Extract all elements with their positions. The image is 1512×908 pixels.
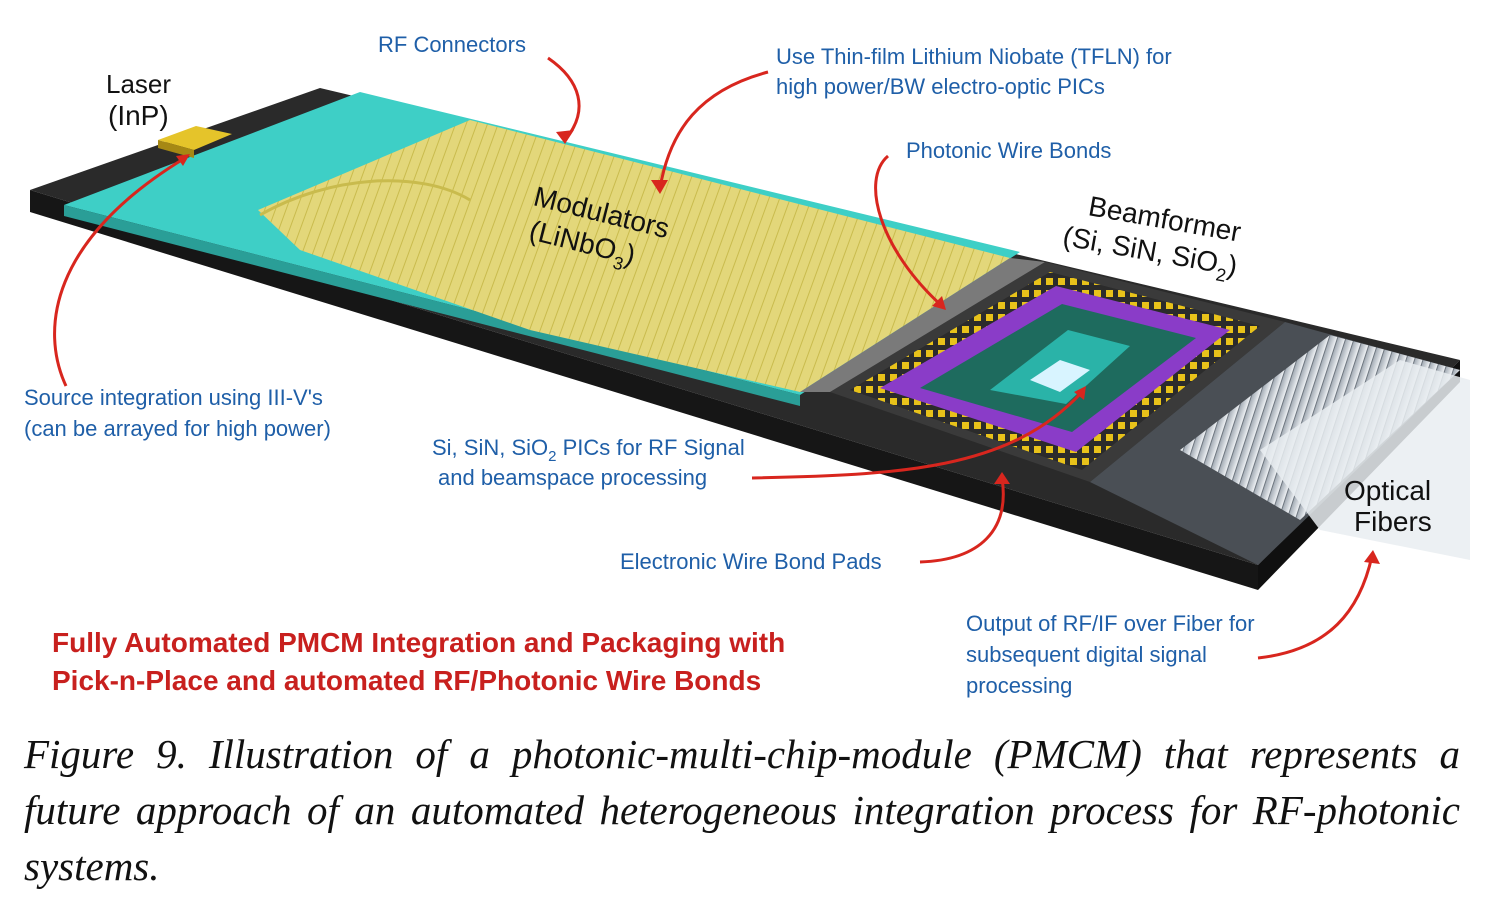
arrow-pics bbox=[751, 390, 1084, 480]
source-label-line2: (can be arrayed for high power) bbox=[24, 416, 331, 441]
arrow-rf-connectors-head bbox=[556, 130, 574, 144]
laser-material-text: InP bbox=[117, 100, 159, 131]
arrow-pads-head bbox=[994, 472, 1010, 484]
pics-label-line1: Si, SiN, SiO2 PICs for RF Signal bbox=[432, 435, 745, 465]
arrow-source-head bbox=[176, 154, 190, 166]
laser-material-label: (InP) bbox=[108, 100, 169, 131]
banner-line2: Pick-n-Place and automated RF/Photonic W… bbox=[52, 665, 761, 696]
tfln-label-line1: Use Thin-film Lithium Niobate (TFLN) for bbox=[776, 44, 1172, 69]
modulators-material-sub: 3 bbox=[611, 252, 626, 274]
output-label-line1: Output of RF/IF over Fiber for bbox=[966, 611, 1255, 636]
arrow-tfln bbox=[658, 70, 769, 189]
tfln-label-line2: high power/BW electro-optic PICs bbox=[776, 74, 1105, 99]
optical-fibers-label-line2: Fibers bbox=[1354, 506, 1432, 537]
figure-caption: Figure 9. Illustration of a photonic-mul… bbox=[24, 731, 1460, 889]
arrow-output-head bbox=[1364, 550, 1380, 564]
beamformer-material-sub: 2 bbox=[1214, 264, 1227, 285]
pics-label-line2: and beamspace processing bbox=[438, 465, 707, 490]
arrow-pads bbox=[919, 477, 1005, 564]
banner-line1: Fully Automated PMCM Integration and Pac… bbox=[52, 627, 785, 658]
pics-label-sub: 2 bbox=[548, 448, 556, 465]
arrow-tfln-head bbox=[651, 180, 668, 194]
optical-fibers-label-line1: Optical bbox=[1344, 475, 1431, 506]
arrow-pics-head bbox=[1074, 386, 1086, 400]
pics-label-post: PICs for RF Signal bbox=[556, 435, 744, 460]
arrow-output bbox=[1257, 555, 1374, 660]
pmcm-illustration: Laser (InP) RF Connectors Use Thin-film … bbox=[24, 32, 1470, 698]
output-label-line3: processing bbox=[966, 673, 1072, 698]
fiber-array bbox=[1090, 322, 1470, 565]
photonic-wire-bonds-label: Photonic Wire Bonds bbox=[906, 138, 1111, 163]
wire-bond-pads-label: Electronic Wire Bond Pads bbox=[620, 549, 882, 574]
laser-chip bbox=[158, 126, 232, 158]
arrow-photonic-wire-bonds bbox=[874, 154, 944, 308]
laser-label: Laser bbox=[106, 69, 171, 99]
annotation-arrows bbox=[53, 56, 1380, 660]
pics-label-pre: Si, SiN, SiO bbox=[432, 435, 548, 460]
rf-connectors-label: RF Connectors bbox=[378, 32, 526, 57]
beamformer-chip bbox=[830, 262, 1285, 482]
arrow-source bbox=[53, 156, 186, 387]
photonic-wire-bond-array bbox=[800, 258, 1045, 392]
output-label-line2: subsequent digital signal bbox=[966, 642, 1207, 667]
modulator-chip bbox=[258, 120, 1010, 392]
arrow-photonic-wire-bonds-head bbox=[932, 296, 946, 310]
arrow-rf-connectors bbox=[547, 56, 581, 141]
source-label-line1: Source integration using III-V's bbox=[24, 385, 323, 410]
